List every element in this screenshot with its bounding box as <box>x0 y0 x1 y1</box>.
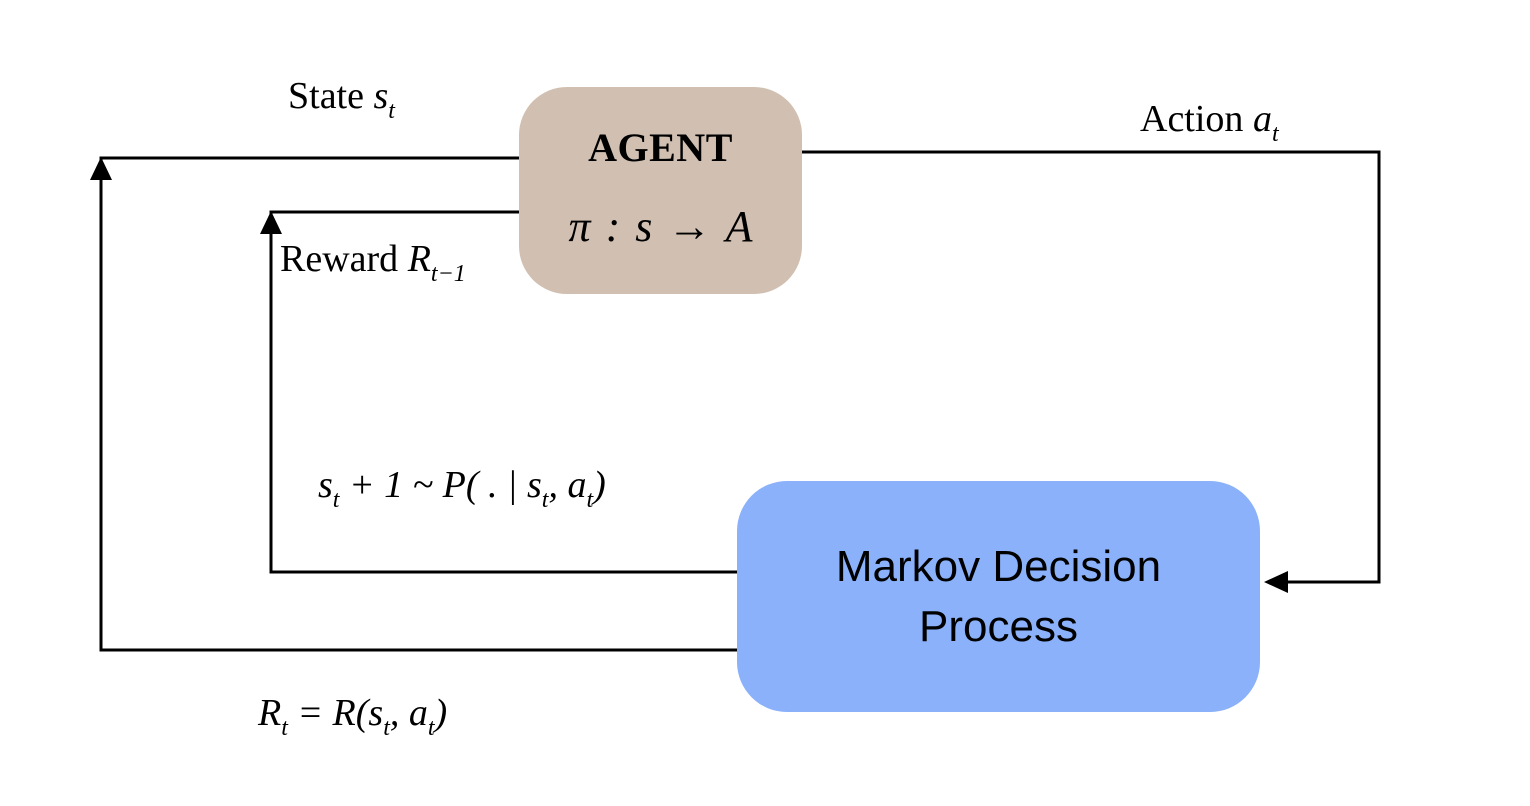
action-label: Action at <box>1140 98 1279 146</box>
agent-title: AGENT <box>588 124 733 170</box>
state-label-symbol: s <box>373 75 389 117</box>
state-label-subscript: t <box>388 98 395 124</box>
action-arrowhead-icon <box>1264 571 1288 593</box>
reward-arrowhead-icon <box>260 211 282 234</box>
state-feedback-line <box>99 156 737 652</box>
agent-policy: π : s → A <box>568 201 753 251</box>
agent-box: AGENT π : s → A <box>519 87 802 294</box>
action-label-text: Action <box>1140 98 1244 140</box>
state-label: State st <box>288 75 395 123</box>
reward-label: Reward Rt−1 <box>280 238 466 286</box>
action-line <box>802 150 1381 584</box>
state-arrowhead-icon <box>90 157 112 180</box>
reward-label-text: Reward <box>280 238 399 280</box>
reward-label-subscript: t−1 <box>430 261 466 287</box>
reward-feedback-line <box>269 210 737 574</box>
action-label-symbol: a <box>1252 98 1272 140</box>
mdp-box: Markov Decision Process <box>737 481 1260 712</box>
action-label-subscript: t <box>1271 121 1279 147</box>
reward-function-equation: Rt = R(st, at) <box>258 692 448 741</box>
mdp-title: Markov Decision Process <box>835 541 1162 651</box>
state-label-text: State <box>288 75 364 117</box>
transition-equation: st + 1 ~ P( . | st, at) <box>318 464 606 513</box>
reward-label-symbol: R <box>407 238 431 280</box>
